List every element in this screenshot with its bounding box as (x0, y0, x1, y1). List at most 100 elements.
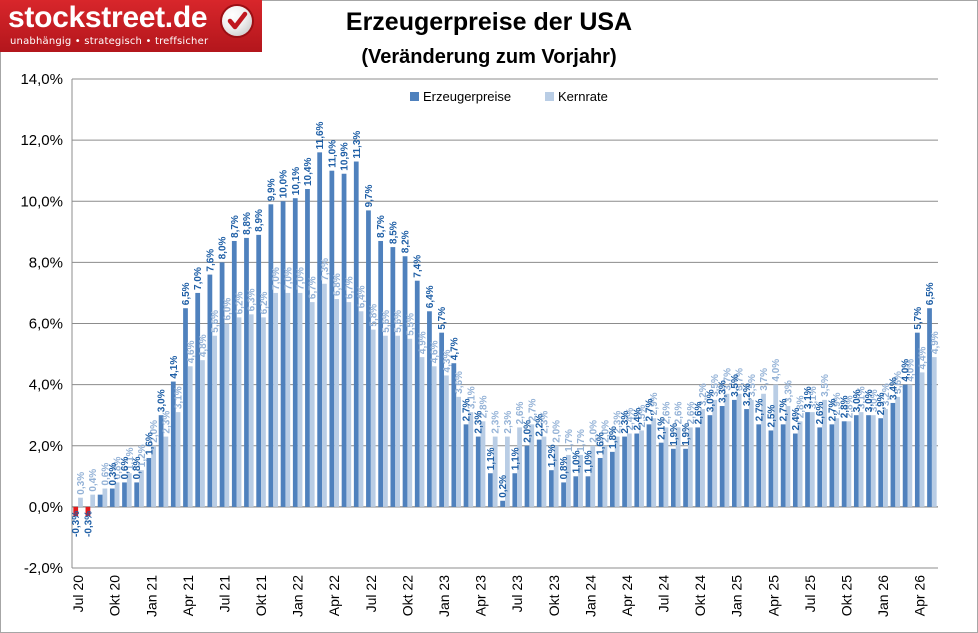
bar-erzeugerpreise (488, 473, 493, 507)
bar-erzeugerpreise (622, 436, 627, 507)
y-tick-label: 12,0% (20, 132, 63, 149)
bar-erzeugerpreise (122, 482, 127, 507)
data-label-erzeugerpreise: 2,7% (827, 398, 838, 421)
data-label-erzeugerpreise: 3,5% (730, 374, 741, 397)
bar-erzeugerpreise (219, 262, 225, 507)
data-label-kernrate: 7,0% (283, 267, 294, 290)
bar-erzeugerpreise (634, 433, 640, 507)
bar-erzeugerpreise (244, 237, 249, 507)
bar-kernrate (322, 283, 327, 507)
brand-tagline: unabhängig • strategisch • treffsicher (10, 36, 209, 47)
x-tick-label: Jan 25 (729, 575, 745, 617)
data-label-kernrate: 3,1% (466, 386, 477, 409)
data-label-erzeugerpreise: 11,3% (352, 131, 363, 159)
data-label-kernrate: 2,6% (661, 402, 672, 425)
data-label-kernrate: 6,2% (259, 291, 270, 314)
bar-kernrate (468, 412, 474, 507)
bar-erzeugerpreise (305, 189, 310, 507)
bar-erzeugerpreise (768, 430, 774, 507)
bar-erzeugerpreise (585, 476, 591, 507)
data-label-erzeugerpreise: 1,0% (584, 450, 595, 473)
x-tick-label: Okt 22 (399, 575, 415, 616)
bar-erzeugerpreise (878, 418, 884, 507)
x-tick-label: Jul 23 (509, 575, 525, 613)
data-label-kernrate: 1,7% (564, 429, 575, 452)
data-label-erzeugerpreise: 1,2% (547, 444, 558, 467)
bar-erzeugerpreise (780, 424, 786, 507)
bar-erzeugerpreise (890, 402, 896, 507)
data-label-kernrate: 2,0% (600, 420, 611, 443)
bar-erzeugerpreise (817, 427, 823, 507)
bar-kernrate (370, 329, 376, 507)
legend-swatch-erzeugerpreise (410, 92, 419, 101)
data-label-erzeugerpreise: 1,9% (669, 423, 680, 446)
bar-erzeugerpreise (561, 482, 566, 507)
data-label-kernrate: 6,7% (344, 276, 355, 299)
bar-kernrate (663, 427, 669, 507)
bar-erzeugerpreise (646, 424, 652, 507)
bar-erzeugerpreise (805, 412, 810, 507)
data-label-kernrate: 7,3% (320, 258, 331, 281)
bar-erzeugerpreise (427, 311, 432, 507)
data-label-kernrate: 3,0% (869, 389, 880, 412)
data-label-erzeugerpreise: 10,0% (279, 170, 290, 198)
data-label-kernrate: 2,8% (478, 395, 489, 418)
x-tick-label: Apr 21 (180, 575, 196, 616)
bar-erzeugerpreise (902, 384, 908, 507)
data-label-kernrate: 4,9% (930, 331, 941, 354)
bar-kernrate (480, 421, 486, 507)
bar-erzeugerpreise (451, 363, 457, 507)
x-tick-label: Jan 26 (875, 575, 891, 617)
bar-kernrate (212, 335, 218, 507)
x-tick-label: Apr 23 (473, 575, 489, 616)
bar-erzeugerpreise (744, 409, 749, 507)
x-tick-label: Okt 20 (107, 575, 123, 616)
data-label-kernrate: 6,3% (247, 288, 258, 311)
bar-erzeugerpreise (366, 210, 371, 507)
bar-kernrate (407, 338, 413, 507)
data-label-erzeugerpreise: 2,3% (620, 411, 631, 434)
bar-kernrate (590, 445, 596, 507)
bar-erzeugerpreise (317, 152, 323, 507)
x-tick-label: Jul 21 (216, 575, 232, 613)
x-tick-label: Jan 24 (582, 575, 598, 617)
bar-erzeugerpreise (914, 332, 920, 507)
bar-kernrate (126, 473, 132, 507)
bar-erzeugerpreise (756, 424, 762, 507)
data-label-kernrate: 6,0% (222, 298, 233, 321)
bar-kernrate (748, 399, 754, 507)
bar-erzeugerpreise (610, 451, 615, 507)
bar-erzeugerpreise (719, 406, 725, 507)
data-label-kernrate: 0,4% (88, 469, 99, 492)
bar-kernrate (565, 454, 571, 507)
y-tick-label: 2,0% (29, 438, 63, 455)
brand-logo[interactable]: stockstreet.de unabhängig • strategisch … (0, 0, 262, 52)
data-label-kernrate: 2,9% (832, 392, 843, 415)
bar-kernrate (773, 384, 779, 507)
data-label-erzeugerpreise: 3,0% (705, 389, 716, 412)
bar-erzeugerpreise (463, 424, 469, 507)
bar-kernrate (273, 292, 279, 507)
bar-erzeugerpreise (792, 433, 798, 507)
data-label-erzeugerpreise: 8,2% (401, 230, 412, 253)
data-label-kernrate: 2,9% (649, 392, 660, 415)
bar-kernrate (383, 335, 388, 507)
x-tick-label: Apr 22 (326, 575, 342, 616)
data-label-erzeugerpreise: 11,6% (315, 121, 326, 149)
data-label-kernrate: 2,8% (844, 395, 855, 418)
data-label-erzeugerpreise: 2,3% (474, 411, 485, 434)
data-label-erzeugerpreise: 9,9% (266, 178, 277, 201)
bar-erzeugerpreise (402, 256, 408, 507)
legend-label-erzeugerpreise: Erzeugerpreise (423, 89, 511, 104)
data-label-erzeugerpreise: 0,6% (120, 457, 131, 480)
data-label-erzeugerpreise: 1,9% (681, 423, 692, 446)
data-label-erzeugerpreise: 1,1% (510, 447, 521, 470)
bar-kernrate (505, 436, 510, 507)
data-label-erzeugerpreise: 3,4% (888, 377, 899, 400)
x-tick-label: Apr 25 (765, 575, 781, 616)
bar-erzeugerpreise (671, 448, 676, 507)
bar-erzeugerpreise (475, 436, 481, 507)
brand-name: stockstreet.de (8, 1, 208, 34)
bar-kernrate (797, 421, 803, 507)
data-label-erzeugerpreise: 1,0% (571, 450, 582, 473)
